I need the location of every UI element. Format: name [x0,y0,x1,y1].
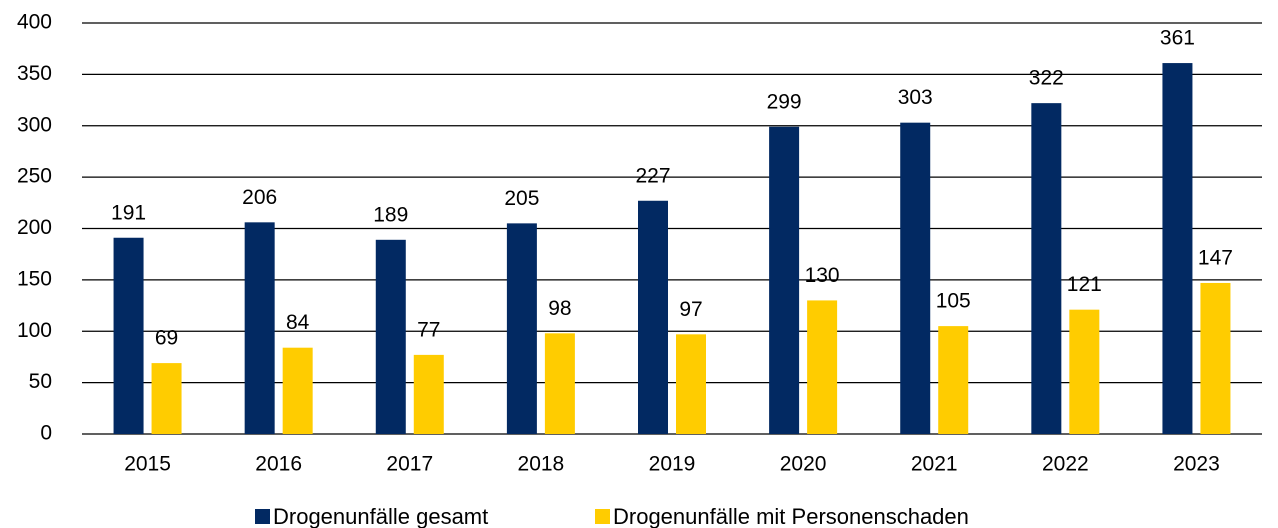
data-label: 121 [1067,273,1102,296]
bar [244,222,275,434]
bar [1031,103,1062,435]
data-label: 206 [242,186,277,209]
legend-swatch [595,509,610,524]
bar [413,354,444,434]
bar [638,200,668,434]
data-label: 189 [373,203,408,226]
bar [151,363,182,434]
data-label: 147 [1198,247,1233,270]
y-tick-label: 300 [17,113,52,136]
y-tick-label: 0 [40,422,52,445]
x-tick-label: 2018 [518,453,565,476]
data-label: 361 [1160,27,1195,50]
y-tick-label: 100 [17,319,52,342]
x-tick-label: 2023 [1173,453,1220,476]
x-tick-label: 2019 [649,453,696,476]
y-tick-label: 350 [17,62,52,85]
x-tick-label: 2022 [1042,453,1089,476]
x-tick-label: 2020 [780,453,827,476]
bar [282,347,313,434]
data-label: 130 [805,264,840,287]
y-tick-label: 50 [29,370,52,393]
y-tick-label: 400 [17,11,52,34]
bar [676,334,706,434]
bar [544,333,575,434]
x-tick-label: 2016 [255,453,302,476]
bar [1069,309,1100,434]
data-label: 227 [635,164,670,187]
bar [938,326,969,434]
data-label: 205 [504,187,539,210]
x-tick-label: 2021 [911,453,958,476]
x-tick-label: 2015 [124,453,171,476]
legend-swatch [255,509,270,524]
data-label: 77 [417,318,440,341]
y-tick-label: 250 [17,165,52,188]
data-label: 303 [898,86,933,109]
y-tick-label: 200 [17,216,52,239]
legend-label: Drogenunfälle gesamt [273,504,488,528]
legend: Drogenunfälle gesamt Drogenunfälle mit Pe… [255,504,969,528]
y-tick-label: 150 [17,267,52,290]
data-label: 299 [767,90,802,113]
legend-label: Drogenunfälle mit Personenschaden [613,504,969,528]
data-label: 84 [286,311,310,334]
bar [375,239,406,434]
bar [113,237,144,434]
bar [1200,282,1231,434]
bar [769,126,800,434]
data-label: 97 [679,298,702,321]
bar [1162,63,1193,434]
bar [506,223,537,434]
data-label: 191 [111,201,146,224]
bar [807,300,838,434]
x-tick-label: 2017 [386,453,433,476]
data-label: 69 [155,327,178,350]
bar [900,122,931,434]
data-label: 322 [1029,67,1064,90]
data-label: 105 [936,290,971,313]
data-label: 98 [548,297,571,320]
